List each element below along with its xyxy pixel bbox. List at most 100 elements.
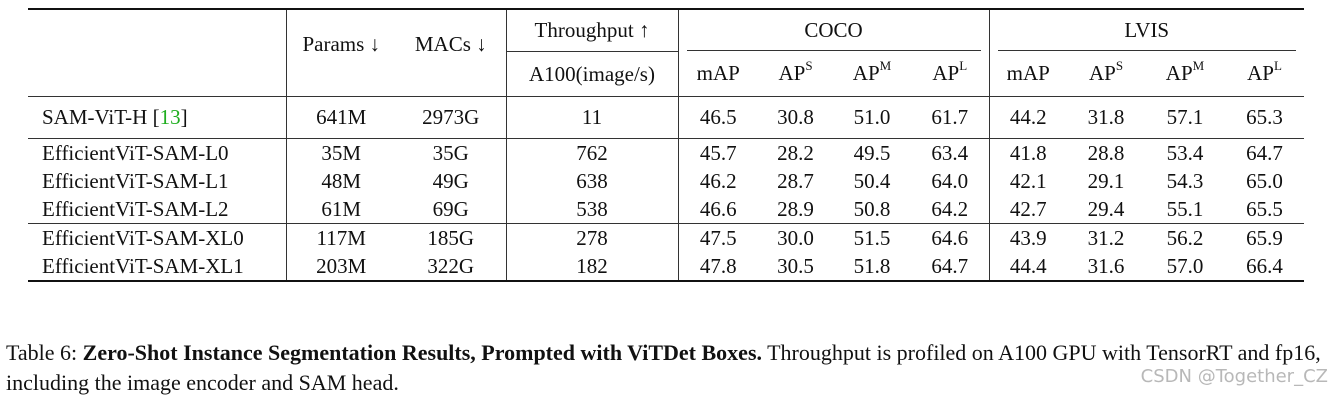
coco-value-cell: 50.4	[853, 168, 891, 193]
header-metric: APM	[1145, 52, 1225, 97]
lvis-value-cell: 53.4	[1145, 138, 1225, 167]
lvis-value-cell: 66.4	[1225, 252, 1304, 282]
throughput-cell: 538	[506, 195, 679, 224]
header-metric: mAP	[989, 52, 1067, 97]
lvis-value-cell: 57.0	[1145, 252, 1225, 282]
header-metric: APL	[1225, 52, 1304, 97]
header-lvis-label: LVIS	[997, 10, 1296, 52]
header-metric-base: AP	[1165, 61, 1193, 86]
coco-value-cell: 61.7	[911, 96, 990, 139]
table-caption: Table 6: Zero-Shot Instance Segmentation…	[6, 338, 1326, 398]
caption-text: Throughput is profiled on A100 GPU with …	[6, 340, 1321, 395]
coco-value-cell: 28.7	[777, 168, 814, 193]
header-metric: APS	[1067, 52, 1145, 97]
lvis-value-cell: 64.7	[1225, 138, 1304, 167]
lvis-value-cell: 44.4	[989, 252, 1067, 282]
lvis-value-cell: 29.4	[1087, 196, 1125, 221]
macs-cell: 49G	[396, 167, 507, 195]
lvis-value-cell: 29.1	[1087, 168, 1125, 193]
throughput-cell: 278	[506, 223, 679, 252]
macs-cell: 185G	[396, 223, 507, 252]
model-name-cell: EfficientViT-SAM-XL1	[28, 252, 287, 282]
header-metric-sup: S	[805, 58, 813, 74]
macs-cell: 2973G	[396, 96, 507, 139]
lvis-value-cell: 42.7	[1009, 196, 1047, 221]
model-name: EfficientViT-SAM-XL0	[42, 225, 244, 250]
header-lvis: LVIS	[989, 8, 1304, 52]
table-row: EfficientViT-SAM-XL1 203M 322G 182 47.8 30.5 5…	[28, 252, 1304, 282]
coco-value-cell: 30.8	[758, 96, 833, 139]
header-metric-base: AP	[1247, 61, 1274, 86]
coco-value-cell: 50.8	[853, 196, 891, 221]
coco-value-cell: 46.6	[699, 196, 737, 221]
coco-value-cell: 30.0	[758, 223, 833, 252]
macs-cell: 35G	[396, 138, 507, 167]
table-row: SAM-ViT-H [13] 641M 2973G 11 46.5 30.8 51.0 61.…	[28, 96, 1304, 139]
header-coco-label: COCO	[686, 10, 981, 52]
model-name: EfficientViT-SAM-XL1	[42, 253, 244, 278]
header-metric-base: AP	[932, 61, 960, 86]
coco-value-cell: 49.5	[833, 138, 911, 167]
coco-value-cell: 64.0	[911, 167, 990, 195]
caption-title: Zero-Shot Instance Segmentation Results,…	[82, 340, 763, 365]
lvis-value-cell: 65.5	[1246, 196, 1283, 221]
coco-value-cell: 28.9	[777, 196, 814, 221]
params-cell: 203M	[286, 252, 396, 282]
table-row: EfficientViT-SAM-L0 35M 35G 762 45.7 28.2 49.5…	[28, 138, 1304, 167]
header-throughput: Throughput ↑	[506, 8, 679, 52]
lvis-value-cell: 28.8	[1067, 138, 1145, 167]
coco-value-cell: 30.5	[758, 252, 833, 282]
model-name-cell: EfficientViT-SAM-XL0	[28, 223, 287, 252]
lvis-value-cell: 42.1	[1009, 168, 1047, 193]
lvis-value-cell: 44.2	[989, 96, 1067, 139]
model-name-cell: EfficientViT-SAM-L0	[28, 138, 287, 167]
coco-value-cell: 46.2	[699, 168, 737, 193]
watermark: CSDN @Together_CZ	[1140, 366, 1328, 387]
throughput-cell: 182	[506, 252, 679, 282]
header-metric-base: mAP	[1006, 61, 1050, 86]
coco-value-cell: 64.7	[911, 252, 990, 282]
lvis-value-cell: 57.1	[1145, 96, 1225, 139]
coco-value-cell: 51.0	[833, 96, 911, 139]
model-name-cell: EfficientViT-SAM-L2	[28, 195, 287, 224]
model-name: EfficientViT-SAM-L0	[42, 140, 229, 165]
model-name: SAM-ViT-H	[42, 105, 148, 129]
lvis-value-cell: 54.3	[1166, 168, 1204, 193]
header-throughput-unit: A100(image/s)	[506, 51, 679, 97]
lvis-value-cell: 65.3	[1225, 96, 1304, 139]
results-table: Params ↓ MACs ↓ Throughput ↑ COCO LVIS A…	[28, 8, 1304, 282]
header-metric: APM	[833, 52, 911, 97]
lvis-value-cell: 43.9	[989, 223, 1067, 252]
lvis-value-cell: 41.8	[989, 138, 1067, 167]
citation-link[interactable]: [13]	[152, 105, 188, 129]
header-metric-sup: S	[1115, 58, 1124, 74]
params-cell: 35M	[286, 138, 396, 167]
header-metric-sup: L	[1273, 58, 1282, 74]
throughput-cell: 638	[506, 167, 679, 195]
header-metric-sup: L	[959, 58, 968, 74]
coco-value-cell: 28.2	[758, 138, 833, 167]
lvis-value-cell: 55.1	[1166, 196, 1204, 221]
coco-value-cell: 63.4	[911, 138, 990, 167]
model-name-cell: EfficientViT-SAM-L1	[28, 167, 287, 195]
throughput-cell: 11	[506, 96, 679, 139]
model-name-cell: SAM-ViT-H [13]	[28, 96, 287, 139]
coco-value-cell: 51.5	[833, 223, 911, 252]
model-name: EfficientViT-SAM-L2	[42, 196, 229, 221]
header-metric-base: mAP	[696, 61, 740, 86]
table-body: SAM-ViT-H [13] 641M 2973G 11 46.5 30.8 51.0 61.…	[28, 96, 1304, 282]
table-row: EfficientViT-SAM-L1 48M 49G 638 46.2 28.7 50.4…	[28, 167, 1304, 195]
header-metric-base: AP	[1088, 61, 1116, 86]
params-cell: 61M	[321, 196, 362, 221]
citation-number[interactable]: 13	[159, 105, 181, 129]
lvis-value-cell: 65.9	[1225, 223, 1304, 252]
throughput-cell: 762	[506, 138, 679, 167]
caption-label: Table 6:	[6, 340, 83, 365]
header-metric: mAP	[678, 52, 758, 97]
coco-value-cell: 46.5	[678, 96, 758, 139]
params-cell: 117M	[286, 223, 396, 252]
lvis-value-cell: 31.2	[1067, 223, 1145, 252]
coco-value-cell: 64.6	[911, 223, 990, 252]
coco-value-cell: 64.2	[911, 195, 990, 224]
lvis-value-cell: 31.6	[1067, 252, 1145, 282]
